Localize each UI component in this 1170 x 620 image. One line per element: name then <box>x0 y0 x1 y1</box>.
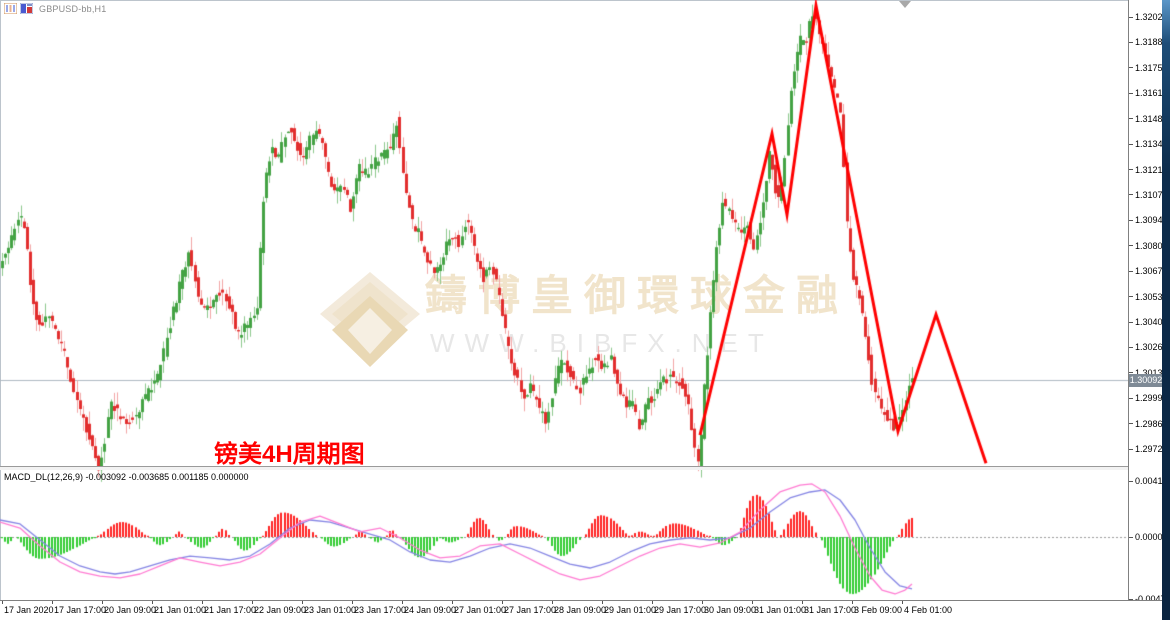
price-tick-mark <box>1129 321 1133 323</box>
time-tick-label: 17 Jan 2020 <box>4 605 54 615</box>
cycle-annotation-text: 镑美4H周期图 <box>214 441 365 468</box>
time-tick-label: 31 Jan 01:00 <box>754 605 807 615</box>
price-tick-label: 1.31210 <box>1135 164 1168 175</box>
time-tick-mark <box>102 601 103 604</box>
time-tick-label: 17 Jan 17:00 <box>54 605 107 615</box>
price-tick-label: 1.31885 <box>1135 37 1168 48</box>
time-tick-label: 20 Jan 09:00 <box>104 605 157 615</box>
price-tick-mark <box>1129 270 1133 272</box>
price-tick-mark <box>1129 296 1133 298</box>
symbol-label-row: GBPUSD-bb,H1 <box>4 3 106 14</box>
time-tick-label: 23 Jan 01:00 <box>304 605 357 615</box>
price-tick-label: 1.30130 <box>1135 367 1168 378</box>
price-tick-mark <box>1129 67 1133 69</box>
time-tick-label: 27 Jan 01:00 <box>454 605 507 615</box>
time-tick-mark <box>202 601 203 604</box>
price-tick-mark <box>1129 346 1133 348</box>
time-tick-mark <box>2 601 3 604</box>
time-axis[interactable]: 17 Jan 2020 17 Jan 17:00 20 Jan 09:00 21 Ja… <box>0 600 1163 620</box>
price-tick-mark <box>1129 169 1133 171</box>
price-tick-mark <box>1129 194 1133 196</box>
time-tick-label: 3 Feb 09:00 <box>854 605 903 615</box>
time-tick-mark <box>802 601 803 604</box>
price-tick-label: 1.31345 <box>1135 139 1168 150</box>
macd-tick-label: -0.004752 <box>1135 594 1170 604</box>
price-tick-mark <box>1129 423 1133 425</box>
price-tick-label: 1.29725 <box>1135 444 1168 455</box>
price-tick-label: 1.31480 <box>1135 113 1168 124</box>
price-tick-mark <box>1129 219 1133 221</box>
time-tick-mark <box>502 601 503 604</box>
price-tick-mark <box>1129 245 1133 247</box>
price-tick-mark <box>1129 448 1133 450</box>
time-tick-label: 23 Jan 17:00 <box>354 605 407 615</box>
price-tick-label: 1.32020 <box>1135 12 1168 22</box>
time-tick-mark <box>552 601 553 604</box>
price-tick-label: 1.29860 <box>1135 418 1168 429</box>
pane-separator[interactable] <box>0 466 1128 470</box>
macd-tick-label: 0.000000 <box>1135 532 1170 542</box>
time-tick-mark <box>402 601 403 604</box>
chart-shift-marker-icon[interactable] <box>899 1 911 8</box>
price-tick-mark <box>1129 16 1133 18</box>
time-tick-label: 29 Jan 01:00 <box>604 605 657 615</box>
price-tick-label: 1.30670 <box>1135 266 1168 277</box>
time-tick-mark <box>852 601 853 604</box>
macd-tick-mark <box>1129 480 1133 482</box>
macd-tick-mark <box>1129 598 1133 600</box>
current-price-badge: 1.30092 <box>1129 374 1163 388</box>
time-tick-mark <box>902 601 903 604</box>
time-tick-label: 31 Jan 17:00 <box>804 605 857 615</box>
time-tick-label: 28 Jan 09:00 <box>554 605 607 615</box>
macd-indicator-label: MACD_DL(12,26,9) -0.003092 -0.003685 0.0… <box>4 472 249 482</box>
time-tick-mark <box>602 601 603 604</box>
price-tick-label: 1.30265 <box>1135 342 1168 353</box>
time-tick-label: 21 Jan 01:00 <box>154 605 207 615</box>
time-tick-mark <box>452 601 453 604</box>
price-tick-label: 1.30400 <box>1135 317 1168 328</box>
price-tick-label: 1.30535 <box>1135 291 1168 302</box>
time-tick-mark <box>652 601 653 604</box>
price-tick-label: 1.29995 <box>1135 393 1168 404</box>
price-tick-mark <box>1129 372 1133 374</box>
price-tick-mark <box>1129 41 1133 43</box>
price-tick-mark <box>1129 143 1133 145</box>
price-tick-label: 1.30940 <box>1135 215 1168 226</box>
time-tick-label: 22 Jan 09:00 <box>254 605 307 615</box>
price-tick-mark <box>1129 397 1133 399</box>
time-tick-mark <box>702 601 703 604</box>
time-tick-label: 4 Feb 01:00 <box>904 605 953 615</box>
price-tick-label: 1.31615 <box>1135 88 1168 99</box>
price-chart-canvas[interactable] <box>0 0 1128 600</box>
macd-tick-label: 0.004115 <box>1135 476 1170 486</box>
time-tick-mark <box>752 601 753 604</box>
price-tick-label: 1.31075 <box>1135 189 1168 200</box>
price-tick-label: 1.31750 <box>1135 62 1168 73</box>
time-tick-mark <box>52 601 53 604</box>
time-tick-label: 29 Jan 17:00 <box>654 605 707 615</box>
price-tick-mark <box>1129 118 1133 120</box>
time-tick-label: 24 Jan 09:00 <box>404 605 457 615</box>
desktop-edge-strip <box>1162 0 1170 620</box>
macd-tick-mark <box>1129 536 1133 538</box>
time-tick-mark <box>152 601 153 604</box>
time-tick-mark <box>352 601 353 604</box>
time-tick-mark <box>252 601 253 604</box>
price-tick-mark <box>1129 92 1133 94</box>
price-tick-label: 1.30805 <box>1135 240 1168 251</box>
time-tick-label: 30 Jan 09:00 <box>704 605 757 615</box>
time-tick-mark <box>302 601 303 604</box>
bar-chart-icon <box>20 3 33 14</box>
time-tick-label: 21 Jan 17:00 <box>204 605 257 615</box>
chart-window-icon <box>4 3 17 14</box>
price-axis[interactable]: 1.32020 1.31885 1.31750 1.31615 1.31480 1.313… <box>1128 0 1170 604</box>
time-tick-label: 27 Jan 17:00 <box>504 605 557 615</box>
symbol-timeframe-label: GBPUSD-bb,H1 <box>39 3 107 14</box>
